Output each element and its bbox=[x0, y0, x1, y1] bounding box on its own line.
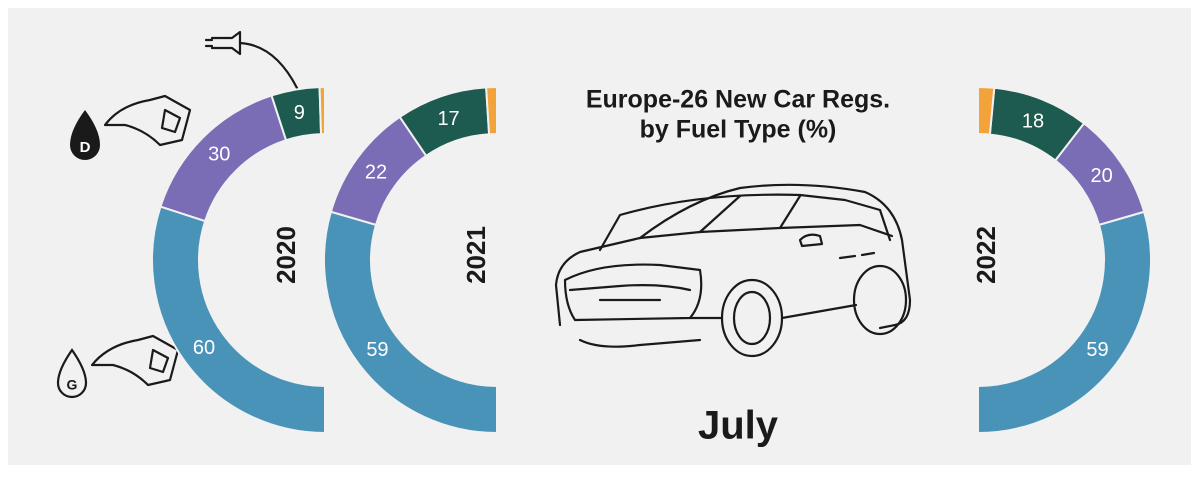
segment bbox=[320, 87, 325, 134]
data-label: 9 bbox=[294, 102, 305, 124]
data-label: 17 bbox=[437, 108, 459, 130]
year-label: 2021 bbox=[461, 226, 491, 284]
segment bbox=[486, 87, 497, 134]
data-label: 59 bbox=[1086, 339, 1108, 361]
data-label: 60 bbox=[193, 337, 215, 359]
year-label: 2022 bbox=[971, 226, 1001, 284]
subtitle: July bbox=[698, 404, 779, 448]
page: {"chart_data": [ {"type": "half-donut", … bbox=[0, 0, 1199, 473]
data-label: 59 bbox=[366, 339, 388, 361]
svg-text:G: G bbox=[67, 377, 78, 393]
infographic: Europe-26 New Car Regs. by Fuel Type (%)… bbox=[0, 0, 1199, 473]
data-label: 22 bbox=[365, 161, 387, 183]
title-line: by Fuel Type (%) bbox=[640, 116, 837, 144]
data-label: 18 bbox=[1022, 110, 1044, 132]
data-label: 20 bbox=[1091, 165, 1113, 187]
title-line: Europe-26 New Car Regs. bbox=[586, 86, 890, 114]
svg-text:D: D bbox=[80, 139, 91, 156]
data-label: 30 bbox=[208, 144, 230, 166]
year-label: 2020 bbox=[271, 226, 301, 284]
